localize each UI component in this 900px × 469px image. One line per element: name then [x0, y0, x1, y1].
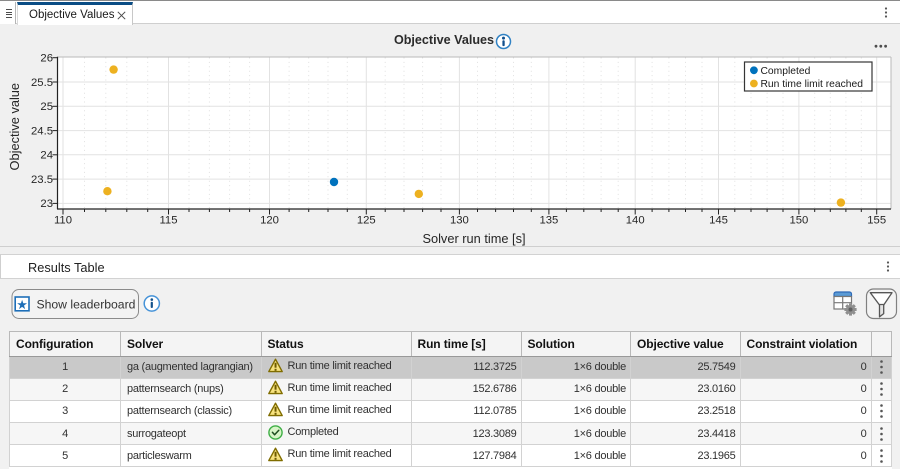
- svg-text:120: 120: [260, 215, 279, 227]
- svg-text:24: 24: [40, 150, 53, 162]
- svg-text:Solver run time [s]: Solver run time [s]: [422, 231, 525, 246]
- svg-text:26: 26: [40, 53, 53, 65]
- svg-text:25: 25: [40, 101, 53, 113]
- svg-text:145: 145: [709, 215, 728, 227]
- svg-text:150: 150: [789, 215, 808, 227]
- svg-text:115: 115: [159, 215, 177, 227]
- svg-text:23: 23: [40, 198, 53, 210]
- svg-text:110: 110: [54, 215, 72, 227]
- svg-text:Show leaderboard: Show leaderboard: [37, 297, 136, 311]
- svg-text:125: 125: [357, 215, 376, 227]
- svg-text:Run time limit reached: Run time limit reached: [761, 79, 864, 90]
- svg-text:25.5: 25.5: [31, 77, 53, 89]
- svg-text:Objective Values: Objective Values: [394, 33, 494, 47]
- svg-text:Objective value: Objective value: [7, 83, 22, 171]
- svg-text:155: 155: [867, 215, 886, 227]
- svg-text:Completed: Completed: [761, 66, 811, 77]
- svg-text:135: 135: [539, 215, 558, 227]
- svg-text:23.5: 23.5: [31, 174, 53, 186]
- svg-text:24.5: 24.5: [31, 125, 53, 137]
- svg-text:130: 130: [450, 215, 469, 227]
- svg-text:140: 140: [626, 215, 645, 227]
